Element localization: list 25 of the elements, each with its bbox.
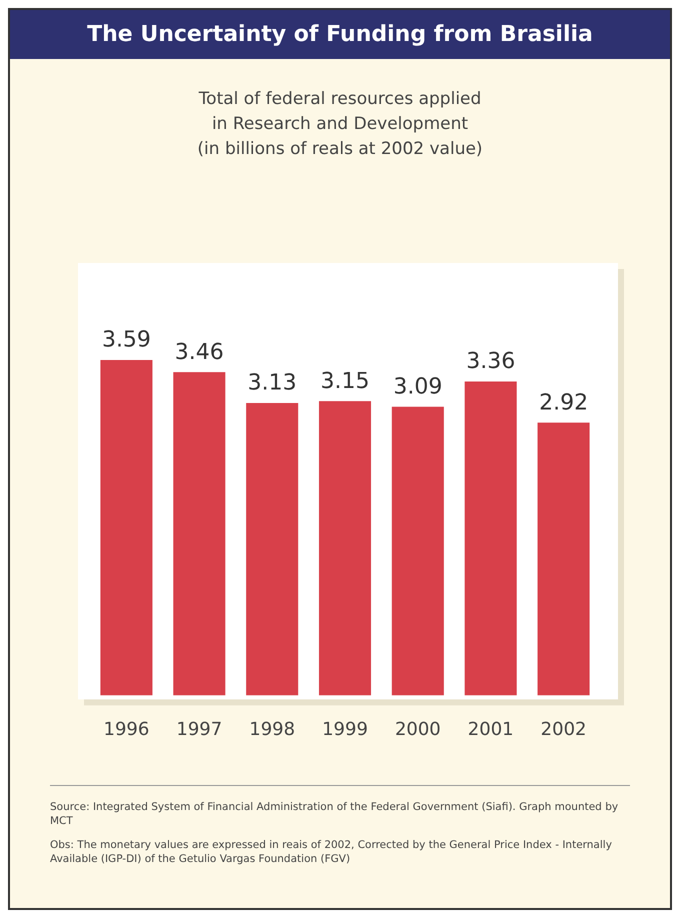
- source-note: Source: Integrated System of Financial Administration of the Federal Government (Siafi). Graph mounted by MCT: [50, 800, 620, 828]
- data-label: 3.46: [174, 340, 224, 365]
- bar: [538, 422, 590, 696]
- chart-title: The Uncertainty of Funding from Brasilia: [10, 10, 670, 59]
- x-tick-label: 1999: [322, 718, 368, 740]
- bar: [318, 401, 372, 696]
- data-label: 3.09: [393, 374, 442, 400]
- data-label: 3.59: [102, 328, 151, 353]
- data-label: 3.15: [320, 368, 370, 394]
- bar: [464, 382, 517, 696]
- x-tick-label: 1998: [249, 718, 296, 740]
- x-tick-label: 2002: [540, 718, 586, 740]
- data-label: 2.92: [539, 390, 588, 416]
- bar: [100, 360, 152, 696]
- bar: [392, 406, 444, 696]
- x-tick-label: 2001: [468, 718, 514, 740]
- data-label: 3.13: [248, 370, 297, 396]
- x-tick-label: 1996: [104, 718, 150, 740]
- data-label: 3.36: [466, 349, 516, 374]
- x-tick-label: 2000: [394, 718, 441, 740]
- bar: [173, 372, 226, 696]
- text: Obs: The monetary values are expressed in reais of 2002, Corrected by the General Price Index - Internally Available (IGP-DI) of the Getulio Vargas Foundation (FGV): [50, 838, 613, 866]
- chart-subtitle: Total of federal resources applied in Research and Development (in billions of reals at 2002 value): [196, 88, 484, 161]
- x-tick-label: 1997: [176, 718, 222, 740]
- bar: [246, 402, 298, 696]
